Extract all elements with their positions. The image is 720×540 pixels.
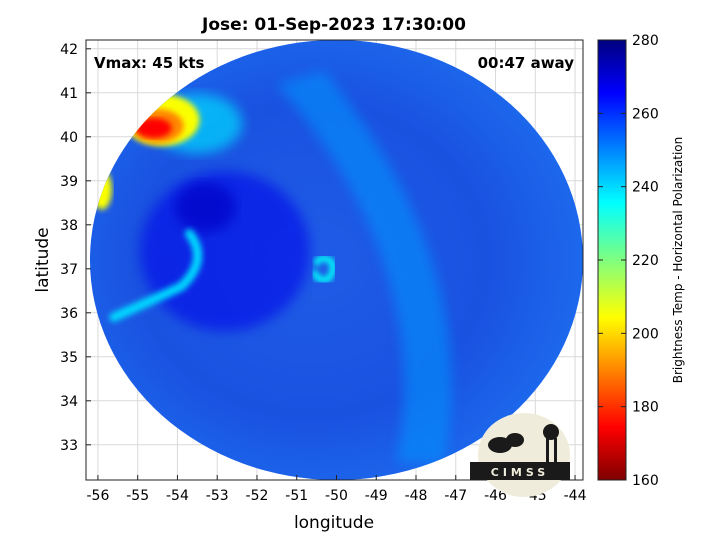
x-tick-label: -49 [365,488,388,504]
colorbar-tick-label: 260 [632,106,659,122]
dark-region [175,182,236,233]
chart-title: Jose: 01-Sep-2023 17:30:00 [201,15,466,35]
y-tick-label: 33 [60,438,78,454]
y-tick-label: 37 [60,262,78,278]
x-tick-label: -44 [564,488,587,504]
x-axis-label: longitude [294,513,374,533]
x-tick-label: -46 [484,488,507,504]
radar-dish-icon [488,437,512,453]
y-axis: 33 34 35 36 37 38 39 40 41 42 [60,42,91,454]
y-tick-label: 38 [60,218,78,234]
vmax-annotation: Vmax: 45 kts [94,54,204,72]
x-tick-label: -54 [166,488,189,504]
y-axis-label: latitude [33,227,53,292]
colorbar-tick-label: 220 [632,253,659,269]
cimss-logo: CIMSS [470,413,570,497]
colorbar-tick-label: 280 [632,33,659,49]
y-tick-label: 39 [60,174,78,190]
eye-band [311,255,337,283]
time-away-annotation: 00:47 away [478,54,575,72]
colorbar-label: Brightness Temp - Horizontal Polarizatio… [671,137,685,384]
cold-cloud-core [135,118,172,138]
x-tick-label: -48 [405,488,428,504]
x-tick-label: -47 [444,488,467,504]
x-tick-label: -53 [206,488,229,504]
x-tick-label: -50 [325,488,348,504]
y-tick-label: 36 [60,306,78,322]
y-tick-label: 40 [60,130,78,146]
colorbar-tick-label: 240 [632,180,659,196]
spiral-band [109,229,203,322]
colorbar-tick-label: 200 [632,326,659,342]
y-tick-label: 34 [60,394,78,410]
colorbar-tick-label: 160 [632,473,659,489]
x-tick-label: -51 [285,488,308,504]
y-tick-label: 41 [60,86,78,102]
x-tick-label: -52 [246,488,269,504]
colorbar-ticks: 160 180 200 220 240 260 280 [598,33,659,489]
plot-frame [85,39,584,481]
y-tick-label: 35 [60,350,78,366]
y-tick-label: 42 [60,42,78,58]
colorbar-tick-label: 180 [632,400,659,416]
x-tick-label: -55 [126,488,149,504]
logo-text: CIMSS [491,466,549,479]
x-tick-label: -56 [86,488,109,504]
water-tower-icon [546,438,549,464]
light-band [276,70,452,463]
